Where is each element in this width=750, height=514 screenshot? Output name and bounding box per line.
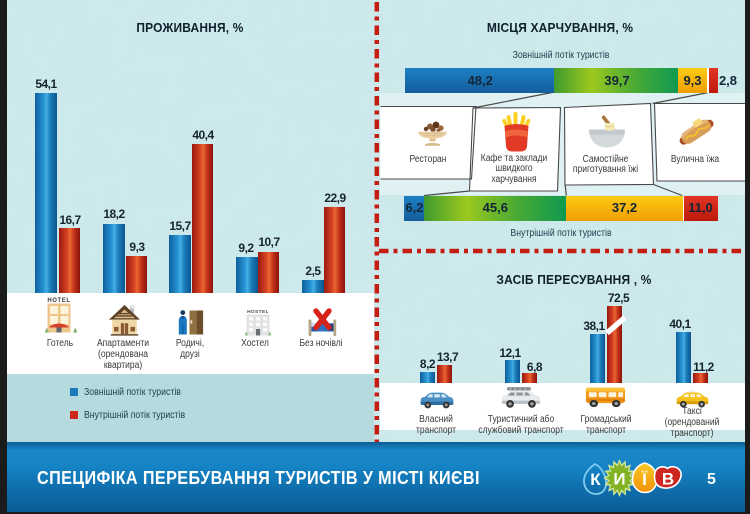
svg-text:И: И bbox=[613, 470, 625, 489]
svg-text:HOSTEL: HOSTEL bbox=[247, 309, 269, 315]
svg-text:К: К bbox=[590, 470, 601, 489]
svg-text:В: В bbox=[662, 470, 674, 489]
svg-text:HOTEL: HOTEL bbox=[47, 298, 70, 304]
svg-text:Ї: Ї bbox=[641, 470, 648, 489]
